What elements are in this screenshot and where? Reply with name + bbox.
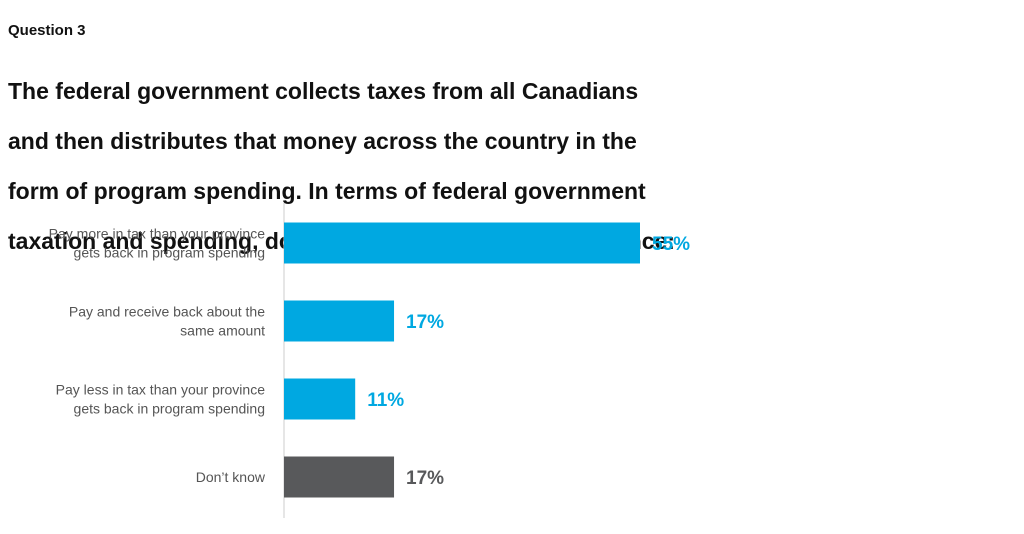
bars-group: 55% Pay more in tax than your province get…: [49, 222, 690, 498]
bar-3: [284, 456, 395, 498]
category-label-1-1: same amount: [180, 323, 265, 339]
category-label-3-0: Don’t know: [196, 469, 266, 485]
value-label-3: 17%: [406, 468, 444, 489]
category-label-0-0: Pay more in tax than your province: [49, 226, 266, 242]
bar-2: [284, 378, 356, 420]
question-number: Question 3: [8, 22, 86, 39]
title-line: and then distributes that money across t…: [8, 128, 637, 154]
value-label-1: 17%: [406, 312, 444, 333]
title-line: form of program spending. In terms of fe…: [8, 178, 646, 204]
value-label-0: 55%: [652, 234, 690, 255]
bar-0: [284, 222, 640, 264]
category-label-0-1: gets back in program spending: [74, 245, 265, 261]
category-label-2-1: gets back in program spending: [74, 401, 265, 417]
title-line: The federal government collects taxes fr…: [8, 78, 639, 104]
bar-1: [284, 300, 395, 342]
value-label-2: 11%: [367, 390, 404, 411]
category-label-1-0: Pay and receive back about the: [69, 304, 265, 320]
category-label-2-0: Pay less in tax than your province: [56, 382, 266, 398]
